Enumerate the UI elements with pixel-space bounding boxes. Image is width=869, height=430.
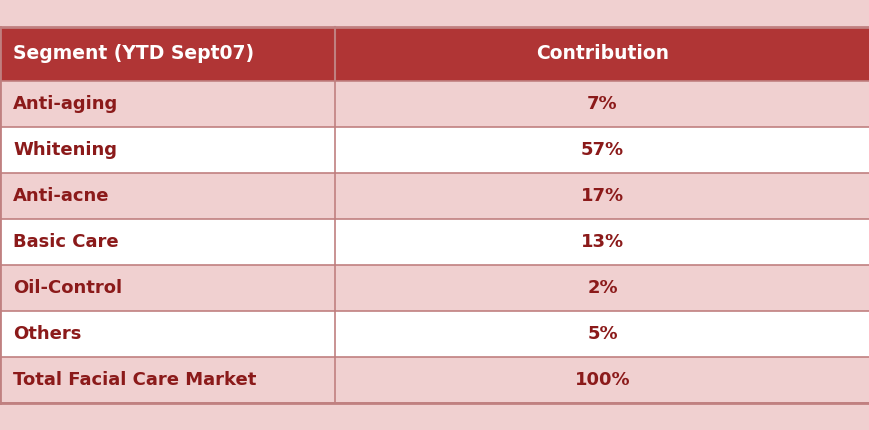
Bar [0,127,869,173]
Bar [0,265,869,311]
Text: 13%: 13% [580,233,623,251]
Text: 57%: 57% [580,141,623,159]
Text: Total Facial Care Market: Total Facial Care Market [13,371,256,389]
Text: Whitening: Whitening [13,141,117,159]
Bar [0,311,869,357]
Text: Others: Others [13,325,82,343]
Text: Anti-acne: Anti-acne [13,187,109,205]
Text: Anti-aging: Anti-aging [13,95,118,113]
Text: Contribution: Contribution [535,44,668,64]
Text: 7%: 7% [587,95,617,113]
Text: 17%: 17% [580,187,623,205]
Text: 5%: 5% [587,325,617,343]
Text: Segment (YTD Sept07): Segment (YTD Sept07) [13,44,254,64]
Bar [0,27,869,81]
Text: 2%: 2% [587,279,617,297]
Text: Oil-Control: Oil-Control [13,279,122,297]
Text: 100%: 100% [574,371,629,389]
Bar [0,173,869,219]
Text: Basic Care: Basic Care [13,233,118,251]
Bar [0,81,869,127]
Bar [0,357,869,403]
Bar [0,219,869,265]
